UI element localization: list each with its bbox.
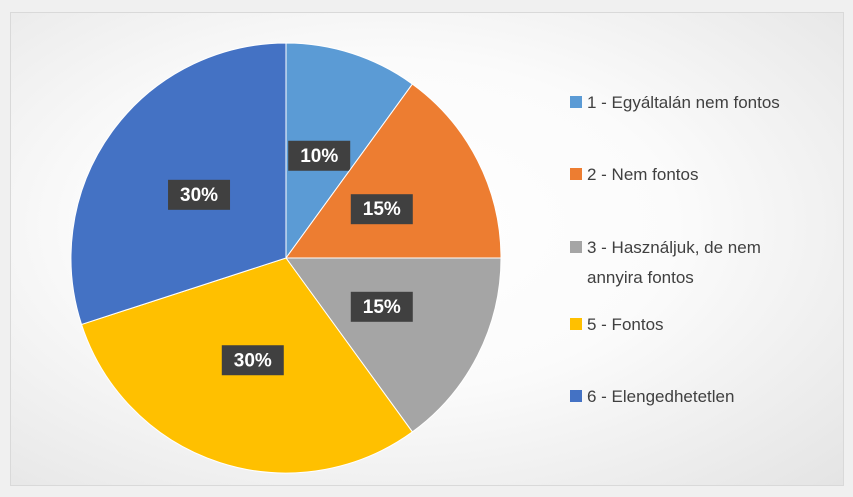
data-label: 30% bbox=[180, 185, 218, 206]
legend-label: 2 - Nem fontos bbox=[587, 165, 699, 184]
legend-item: 3 - Használjuk, de nem annyira fontos bbox=[570, 233, 840, 293]
legend-swatch bbox=[570, 96, 582, 108]
data-label: 15% bbox=[363, 199, 401, 220]
legend-label: 6 - Elengedhetetlen bbox=[587, 387, 735, 406]
data-label-box bbox=[168, 179, 231, 210]
pie-slice bbox=[285, 257, 502, 433]
pie-slice bbox=[285, 83, 502, 259]
legend-label: 1 - Egyáltalán nem fontos bbox=[587, 93, 780, 112]
legend-item: 1 - Egyáltalán nem fontos bbox=[570, 88, 840, 118]
data-label-box bbox=[221, 345, 284, 376]
legend-swatch bbox=[570, 318, 582, 330]
legend-swatch bbox=[570, 241, 582, 253]
data-label: 15% bbox=[363, 297, 401, 318]
legend-item: 5 - Fontos bbox=[570, 310, 840, 340]
data-label-box bbox=[350, 291, 413, 322]
legend-label: 5 - Fontos bbox=[587, 315, 664, 334]
data-label: 10% bbox=[300, 146, 338, 167]
data-label-box bbox=[350, 194, 413, 225]
legend-label: 3 - Használjuk, de nem annyira fontos bbox=[587, 238, 761, 287]
legend-item: 2 - Nem fontos bbox=[570, 160, 840, 190]
data-label: 30% bbox=[234, 350, 272, 371]
legend-swatch bbox=[570, 390, 582, 402]
legend-item: 6 - Elengedhetetlen bbox=[570, 382, 840, 412]
legend-swatch bbox=[570, 168, 582, 180]
data-label-box bbox=[288, 140, 351, 171]
